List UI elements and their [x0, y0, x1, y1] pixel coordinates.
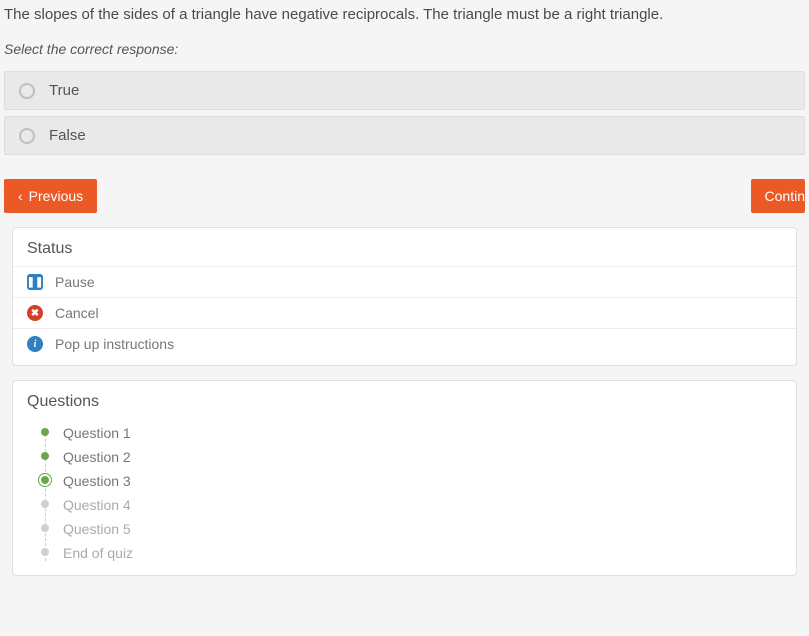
info-icon: i	[27, 336, 43, 352]
bullet-icon	[41, 548, 49, 556]
previous-button[interactable]: ‹ Previous	[4, 179, 97, 213]
status-title: Status	[13, 236, 796, 266]
question-label: Question 1	[63, 425, 131, 441]
previous-label: Previous	[29, 188, 83, 204]
question-link-3[interactable]: Question 3	[41, 469, 782, 493]
cancel-icon: ✖	[27, 305, 43, 321]
pause-icon: ❚❚	[27, 274, 43, 290]
question-label: Question 3	[63, 473, 131, 489]
chevron-left-icon: ‹	[18, 188, 23, 204]
choice-label: True	[49, 82, 79, 99]
question-link-5[interactable]: Question 5	[41, 517, 782, 541]
question-link-4[interactable]: Question 4	[41, 493, 782, 517]
choice-false[interactable]: False	[4, 116, 805, 155]
question-text: The slopes of the sides of a triangle ha…	[0, 0, 809, 33]
continue-button[interactable]: Contin	[751, 179, 805, 213]
radio-icon	[19, 128, 35, 144]
bullet-icon	[41, 428, 49, 436]
questions-title: Questions	[13, 389, 796, 419]
question-link-2[interactable]: Question 2	[41, 445, 782, 469]
question-link-1[interactable]: Question 1	[41, 421, 782, 445]
question-label: Question 4	[63, 497, 131, 513]
radio-icon	[19, 83, 35, 99]
choice-label: False	[49, 127, 86, 144]
status-instructions[interactable]: i Pop up instructions	[13, 328, 796, 359]
questions-panel: Questions Question 1 Question 2 Question…	[12, 380, 797, 576]
status-cancel[interactable]: ✖ Cancel	[13, 297, 796, 328]
continue-label: Contin	[765, 188, 805, 204]
question-label: End of quiz	[63, 545, 133, 561]
bullet-icon	[41, 524, 49, 532]
question-link-end[interactable]: End of quiz	[41, 541, 782, 565]
choice-list: True False	[0, 71, 809, 155]
status-pause[interactable]: ❚❚ Pause	[13, 266, 796, 297]
question-instruction: Select the correct response:	[0, 33, 809, 71]
status-panel: Status ❚❚ Pause ✖ Cancel i Pop up instru…	[12, 227, 797, 366]
bullet-icon	[41, 500, 49, 508]
bullet-icon	[41, 476, 49, 484]
bullet-icon	[41, 452, 49, 460]
question-label: Question 5	[63, 521, 131, 537]
status-pause-label: Pause	[55, 274, 95, 290]
question-label: Question 2	[63, 449, 131, 465]
status-instructions-label: Pop up instructions	[55, 336, 174, 352]
status-cancel-label: Cancel	[55, 305, 99, 321]
choice-true[interactable]: True	[4, 71, 805, 110]
nav-row: ‹ Previous Contin	[0, 161, 809, 227]
question-list: Question 1 Question 2 Question 3 Questio…	[13, 419, 796, 569]
